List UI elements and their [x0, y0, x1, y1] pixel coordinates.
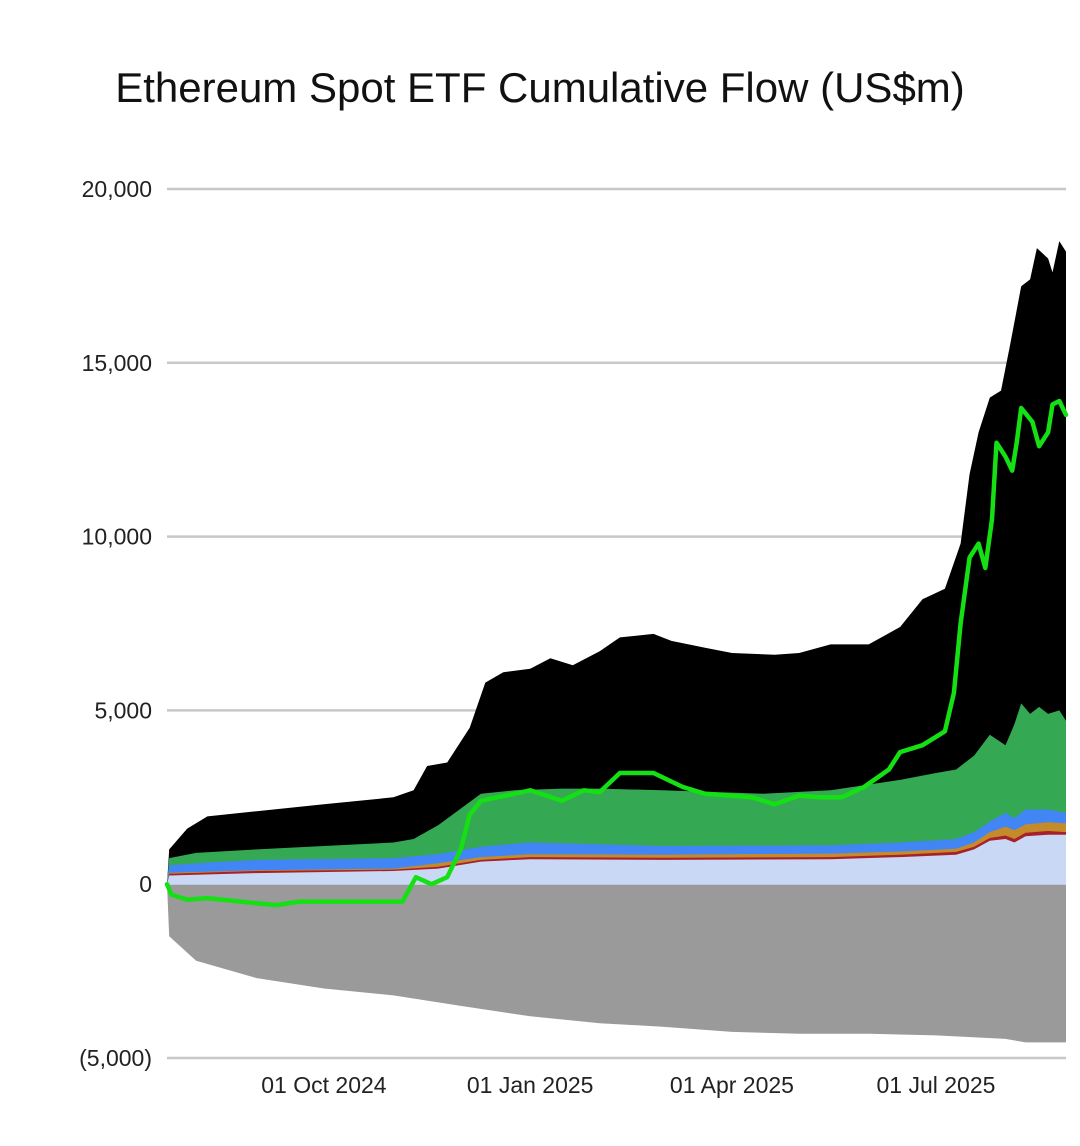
line-net-cumulative-flow — [164, 398, 1069, 908]
x-tick-label: 01 Oct 2024 — [261, 1072, 387, 1098]
area-light-blue-band — [167, 834, 1066, 885]
y-tick-label: 10,000 — [82, 524, 152, 550]
area-green-band — [167, 703, 1066, 885]
axis-labels: 20,000 15,000 10,000 5,000 0 (5,000) 01 Oct 20… — [79, 176, 995, 1098]
y-tick-label: 0 — [139, 871, 152, 897]
x-tick-label: 01 Jul 2025 — [877, 1072, 996, 1098]
y-tick-label: 5,000 — [94, 697, 152, 723]
x-tick-label: 01 Apr 2025 — [670, 1072, 794, 1098]
y-tick-label: (5,000) — [79, 1045, 152, 1071]
y-tick-label: 15,000 — [82, 350, 152, 376]
chart-title: Ethereum Spot ETF Cumulative Flow (US$m) — [115, 64, 965, 111]
area-gray-band — [167, 884, 1066, 1043]
series-lines — [164, 398, 1069, 908]
series-areas — [167, 241, 1066, 1043]
area-black-band — [167, 241, 1066, 885]
y-tick-label: 20,000 — [82, 176, 152, 202]
x-tick-label: 01 Jan 2025 — [467, 1072, 594, 1098]
